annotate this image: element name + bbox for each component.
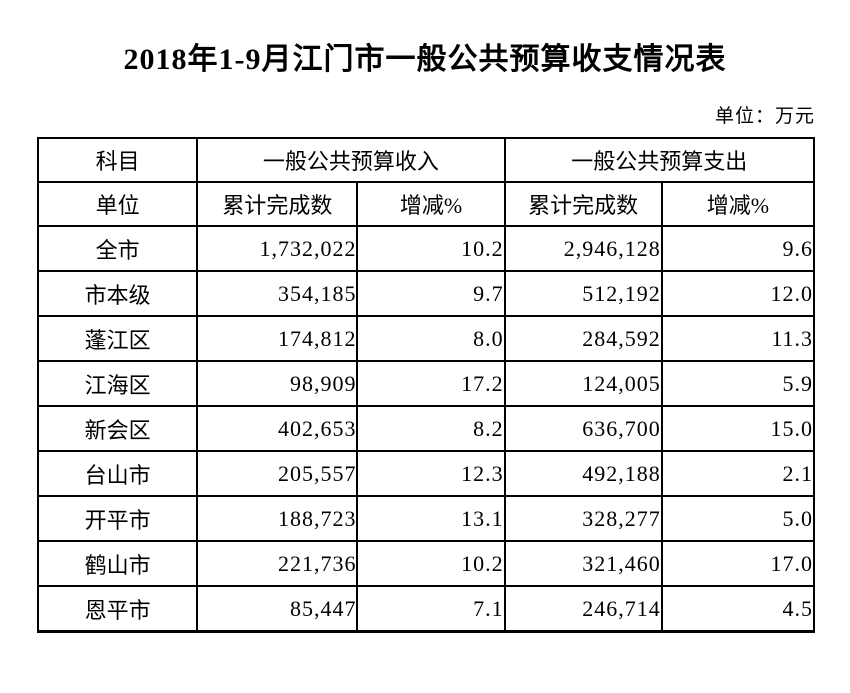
revenue-change-cell: 8.2	[356, 405, 506, 452]
unit-name-cell: 江海区	[36, 360, 199, 407]
expenditure-change-cell: 5.9	[660, 360, 816, 407]
table-row: 蓬江区 174,812 8.0 284,592 11.3	[36, 315, 816, 362]
header-row-columns: 单位 累计完成数 增减% 累计完成数 增减%	[36, 181, 816, 227]
unit-name-cell: 鹤山市	[36, 540, 199, 587]
expenditure-total-cell: 124,005	[503, 360, 663, 407]
expenditure-change-cell: 15.0	[660, 405, 816, 452]
revenue-change-cell: 7.1	[356, 585, 506, 633]
revenue-total-cell: 188,723	[196, 495, 359, 542]
table-row: 恩平市 85,447 7.1 246,714 4.5	[36, 585, 816, 633]
table-row: 江海区 98,909 17.2 124,005 5.9	[36, 360, 816, 407]
table-row: 市本级 354,185 9.7 512,192 12.0	[36, 270, 816, 317]
unit-note: 单位：万元	[714, 106, 815, 127]
budget-table: 科目 一般公共预算收入 一般公共预算支出 单位 累计完成数 增减% 累计完成数 …	[36, 137, 816, 633]
expenditure-total-cell: 246,714	[503, 585, 663, 633]
expenditure-total-cell: 636,700	[503, 405, 663, 452]
revenue-change-cell: 8.0	[356, 315, 506, 362]
page-title: 2018年1-9月江门市一般公共预算收支情况表	[123, 43, 727, 76]
header-expenditure-change: 增减%	[660, 181, 816, 227]
header-revenue-group: 一般公共预算收入	[196, 137, 506, 183]
revenue-change-cell: 9.7	[356, 270, 506, 317]
revenue-total-cell: 354,185	[196, 270, 359, 317]
header-unit: 单位	[36, 181, 199, 227]
unit-name-cell: 蓬江区	[36, 315, 199, 362]
expenditure-change-cell: 4.5	[660, 585, 816, 633]
header-row-groups: 科目 一般公共预算收入 一般公共预算支出	[36, 137, 816, 183]
expenditure-total-cell: 328,277	[503, 495, 663, 542]
expenditure-change-cell: 12.0	[660, 270, 816, 317]
unit-name-cell: 新会区	[36, 405, 199, 452]
table-row: 新会区 402,653 8.2 636,700 15.0	[36, 405, 816, 452]
expenditure-total-cell: 512,192	[503, 270, 663, 317]
expenditure-total-cell: 2,946,128	[503, 225, 663, 272]
expenditure-change-cell: 17.0	[660, 540, 816, 587]
revenue-total-cell: 174,812	[196, 315, 359, 362]
expenditure-total-cell: 321,460	[503, 540, 663, 587]
table-row: 开平市 188,723 13.1 328,277 5.0	[36, 495, 816, 542]
table-row: 台山市 205,557 12.3 492,188 2.1	[36, 450, 816, 497]
expenditure-change-cell: 5.0	[660, 495, 816, 542]
revenue-total-cell: 221,736	[196, 540, 359, 587]
revenue-change-cell: 10.2	[356, 540, 506, 587]
expenditure-change-cell: 11.3	[660, 315, 816, 362]
expenditure-total-cell: 284,592	[503, 315, 663, 362]
table-row: 鹤山市 221,736 10.2 321,460 17.0	[36, 540, 816, 587]
revenue-change-cell: 12.3	[356, 450, 506, 497]
revenue-total-cell: 98,909	[196, 360, 359, 407]
revenue-total-cell: 85,447	[196, 585, 359, 633]
expenditure-total-cell: 492,188	[503, 450, 663, 497]
revenue-total-cell: 1,732,022	[196, 225, 359, 272]
header-revenue-cumulative: 累计完成数	[196, 181, 359, 227]
header-expenditure-cumulative: 累计完成数	[503, 181, 663, 227]
revenue-total-cell: 205,557	[196, 450, 359, 497]
expenditure-change-cell: 2.1	[660, 450, 816, 497]
table-row: 全市 1,732,022 10.2 2,946,128 9.6	[36, 225, 816, 272]
header-revenue-change: 增减%	[356, 181, 506, 227]
unit-name-cell: 市本级	[36, 270, 199, 317]
unit-name-cell: 恩平市	[36, 585, 199, 633]
revenue-change-cell: 10.2	[356, 225, 506, 272]
unit-name-cell: 全市	[36, 225, 199, 272]
revenue-total-cell: 402,653	[196, 405, 359, 452]
unit-name-cell: 台山市	[36, 450, 199, 497]
header-expenditure-group: 一般公共预算支出	[503, 137, 816, 183]
revenue-change-cell: 17.2	[356, 360, 506, 407]
unit-name-cell: 开平市	[36, 495, 199, 542]
expenditure-change-cell: 9.6	[660, 225, 816, 272]
header-subject: 科目	[36, 137, 199, 183]
revenue-change-cell: 13.1	[356, 495, 506, 542]
